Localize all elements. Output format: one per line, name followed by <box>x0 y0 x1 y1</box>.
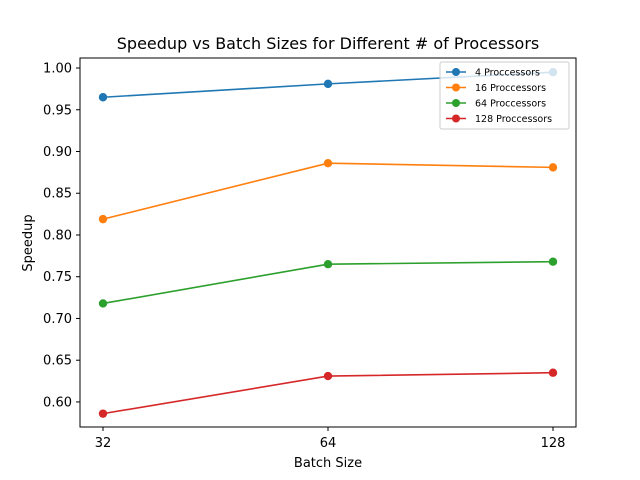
y-tick-label: 0.70 <box>43 312 72 327</box>
y-tick-label: 0.75 <box>43 270 72 285</box>
y-tick-label: 0.85 <box>43 187 72 202</box>
y-axis-label: Speedup <box>21 214 36 271</box>
data-point <box>323 371 333 381</box>
x-axis-label: Batch Size <box>294 456 362 471</box>
data-point <box>98 409 108 418</box>
y-tick-label: 0.80 <box>43 228 72 243</box>
data-point <box>323 158 333 168</box>
legend-marker <box>452 68 460 76</box>
series-4 <box>98 368 558 418</box>
x-tick-label: 32 <box>95 436 112 451</box>
legend-marker <box>452 114 460 123</box>
data-point <box>548 257 558 266</box>
data-point <box>323 260 333 269</box>
legend-marker <box>452 99 460 107</box>
series-2 <box>98 158 558 224</box>
legend-marker <box>452 83 460 92</box>
data-point <box>98 214 108 224</box>
series-3 <box>98 257 558 308</box>
data-point <box>98 93 108 102</box>
data-point <box>98 299 108 308</box>
legend-entry: 16 Proccessors <box>446 83 546 94</box>
legend-label: 64 Proccessors <box>475 99 546 110</box>
legend-box <box>439 61 570 130</box>
x-axis-ticks: 32 64 128 <box>95 427 566 451</box>
legend-label: 4 Proccessors <box>475 68 540 79</box>
legend-entry: 4 Proccessors <box>446 68 540 79</box>
data-point <box>548 163 558 172</box>
y-axis-ticks: 0.60 0.65 0.70 0.75 0.80 0.85 0.90 0.95 1.00 <box>43 62 80 410</box>
legend-entry: 128 Proccessors <box>446 114 552 125</box>
data-point <box>548 368 558 377</box>
x-tick-label: 64 <box>320 436 337 451</box>
data-point <box>323 79 333 89</box>
legend-label: 128 Proccessors <box>475 114 552 125</box>
y-tick-label: 0.65 <box>43 354 72 369</box>
legend-items: 4 Proccessors 16 Proccessors 64 Proccessor… <box>446 68 552 125</box>
legend-label: 16 Proccessors <box>475 83 546 94</box>
x-tick-label: 128 <box>541 436 566 451</box>
y-tick-label: 1.00 <box>43 62 72 77</box>
y-tick-label: 0.95 <box>43 103 72 118</box>
y-tick-label: 0.60 <box>43 395 72 410</box>
y-tick-label: 0.90 <box>43 145 72 160</box>
legend-entry: 64 Proccessors <box>446 99 546 110</box>
legend: 4 Proccessors 16 Proccessors 64 Proccessor… <box>439 61 570 130</box>
chart-title: Speedup vs Batch Sizes for Different # o… <box>117 34 539 53</box>
